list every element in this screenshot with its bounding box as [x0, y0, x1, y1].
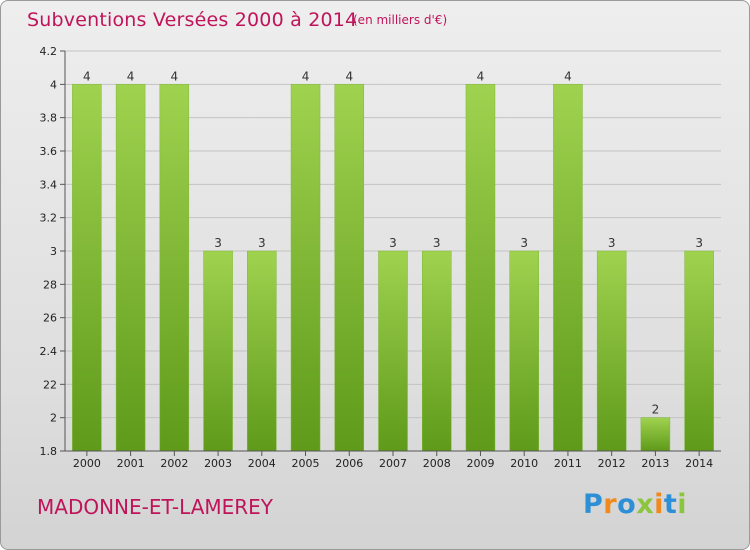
- x-tick-label: 2013: [641, 457, 669, 470]
- y-tick-label: 2: [50, 412, 57, 425]
- commune-name: MADONNE-ET-LAMEREY: [37, 495, 274, 519]
- y-tick-label: 1.8: [40, 445, 58, 458]
- y-tick-label: 3.4: [40, 178, 58, 191]
- bar-2005[interactable]: [290, 84, 321, 452]
- bar-value-label: 4: [477, 69, 485, 83]
- y-tick-label: 3: [50, 245, 57, 258]
- bar-value-label: 3: [389, 236, 397, 250]
- y-tick-label: 3.2: [40, 212, 58, 225]
- bar-2002[interactable]: [159, 84, 190, 452]
- labels: 1.82222.4262833.23.43.63.844.24200042001…: [40, 45, 714, 470]
- x-tick-label: 2010: [510, 457, 538, 470]
- x-tick-label: 2004: [248, 457, 276, 470]
- x-tick-label: 2011: [554, 457, 582, 470]
- logo-letter: r: [603, 489, 618, 520]
- bar-value-label: 3: [520, 236, 528, 250]
- bar-2013[interactable]: [640, 417, 671, 452]
- y-tick-label: 22: [43, 378, 57, 391]
- logo-letter: o: [617, 489, 637, 520]
- chart-title: Subventions Versées 2000 à 2014: [27, 9, 358, 31]
- bar-value-label: 4: [564, 69, 572, 83]
- logo-letter: P: [583, 489, 604, 520]
- y-tick-label: 3.8: [40, 112, 58, 125]
- bar-value-label: 2: [652, 403, 660, 417]
- bar-2014[interactable]: [684, 250, 714, 452]
- logo-letter: i: [654, 489, 664, 520]
- x-tick-label: 2012: [598, 457, 626, 470]
- bar-value-label: 3: [695, 236, 703, 250]
- x-tick-label: 2001: [117, 457, 145, 470]
- bar-2007[interactable]: [378, 250, 408, 452]
- logo-letter: t: [663, 489, 678, 520]
- bar-2001[interactable]: [115, 84, 146, 452]
- y-tick-label: 4.2: [40, 45, 58, 58]
- y-tick-label: 26: [43, 312, 57, 325]
- x-tick-label: 2007: [379, 457, 407, 470]
- bar-value-label: 4: [83, 69, 91, 83]
- x-tick-label: 2008: [423, 457, 451, 470]
- bar-2004[interactable]: [247, 250, 277, 452]
- bar-2003[interactable]: [203, 250, 233, 452]
- x-tick-label: 2009: [466, 457, 494, 470]
- proxiti-logo[interactable]: Proxiti: [583, 489, 687, 520]
- logo-letter: x: [636, 489, 655, 520]
- bar-2008[interactable]: [421, 250, 452, 452]
- x-tick-label: 2000: [73, 457, 101, 470]
- bar-value-label: 4: [171, 69, 179, 83]
- bar-value-label: 4: [127, 69, 135, 83]
- bar-value-label: 3: [433, 236, 441, 250]
- logo-letter: i: [677, 489, 688, 520]
- bar-value-label: 4: [302, 69, 310, 83]
- x-tick-label: 2003: [204, 457, 232, 470]
- bar-2009[interactable]: [465, 84, 496, 452]
- bar-value-label: 3: [258, 236, 266, 250]
- x-tick-label: 2005: [292, 457, 320, 470]
- bar-value-label: 4: [345, 69, 353, 83]
- y-tick-label: 3.6: [40, 145, 58, 158]
- x-tick-label: 2014: [685, 457, 713, 470]
- bar-2006[interactable]: [334, 84, 365, 452]
- bar-2010[interactable]: [509, 250, 539, 452]
- bar-value-label: 3: [214, 236, 222, 250]
- axes: [60, 50, 721, 456]
- bars: [72, 84, 714, 452]
- x-tick-label: 2002: [160, 457, 188, 470]
- bar-2012[interactable]: [596, 250, 627, 452]
- y-tick-label: 28: [43, 278, 57, 291]
- bar-value-label: 3: [608, 236, 616, 250]
- y-tick-label: 4: [50, 78, 57, 91]
- bar-2000[interactable]: [72, 84, 102, 452]
- bar-2011[interactable]: [553, 84, 583, 452]
- y-tick-label: 2.4: [40, 345, 58, 358]
- x-tick-label: 2006: [335, 457, 363, 470]
- unit-label: (en milliers d'€): [353, 13, 448, 27]
